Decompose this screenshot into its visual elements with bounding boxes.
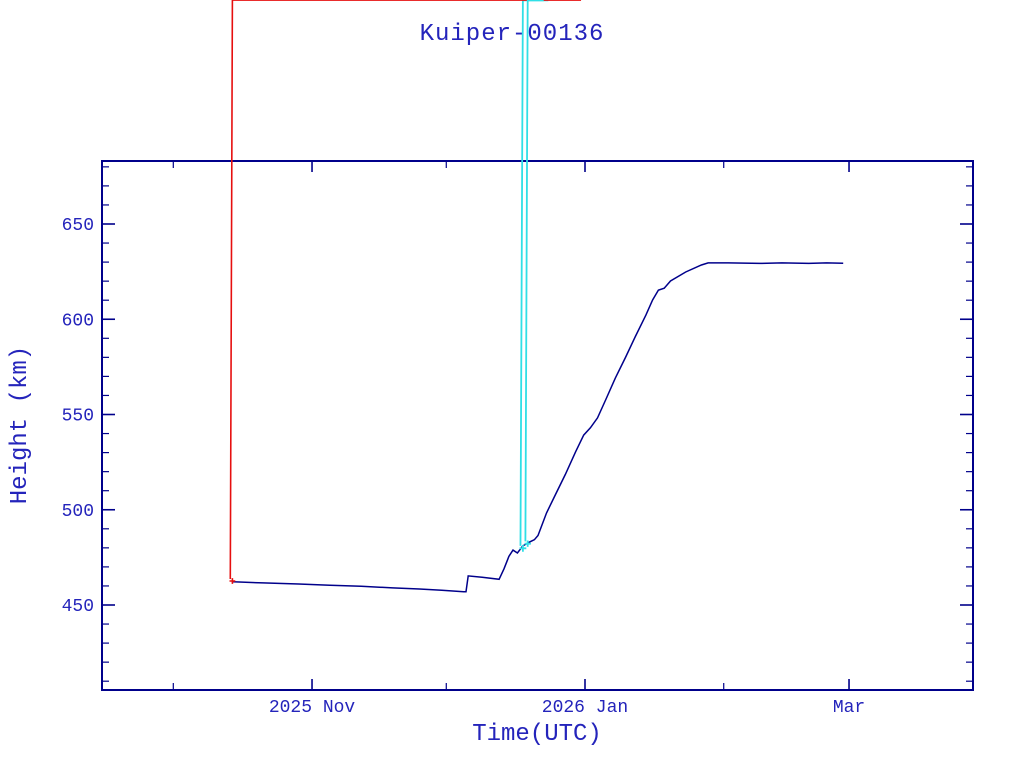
x-tick-label: Mar xyxy=(833,698,865,718)
x-tick-label: 2026 Jan xyxy=(542,698,628,718)
chart-title: Kuiper-00136 xyxy=(420,21,605,48)
secondary-markers-over xyxy=(524,0,544,547)
y-tick-label: 550 xyxy=(62,407,94,427)
data-series xyxy=(229,0,844,593)
x-axis-title: Time(UTC) xyxy=(472,721,602,748)
axis-ticks xyxy=(102,161,973,690)
x-tick-label: 2025 Nov xyxy=(269,698,356,718)
y-tick-label: 500 xyxy=(62,502,94,522)
plot-frame xyxy=(101,160,974,691)
y-tick-label: 450 xyxy=(62,597,94,617)
y-axis-title: Height (km) xyxy=(7,346,34,504)
y-tick-label: 650 xyxy=(62,216,94,236)
axis-tick-labels: 450 500 550 600 650 2025 Nov 2026 Jan Mar xyxy=(62,216,866,718)
plot-border xyxy=(101,160,974,691)
connect-line xyxy=(232,262,844,593)
primary-markers xyxy=(229,0,582,584)
y-tick-label: 600 xyxy=(62,311,94,331)
